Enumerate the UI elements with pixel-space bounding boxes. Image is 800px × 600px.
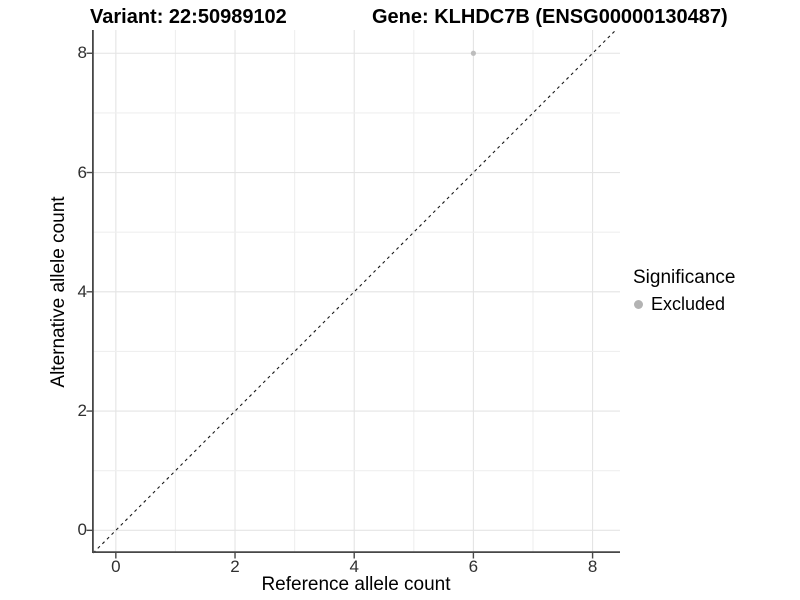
x-tick-label: 6 <box>468 557 479 576</box>
y-tick-label: 2 <box>77 401 87 421</box>
data-point <box>470 50 476 56</box>
x-tick-label: 2 <box>230 557 240 576</box>
y-tick-label: 4 <box>77 281 87 301</box>
legend-item-label: Excluded <box>651 294 726 314</box>
x-tick-label: 0 <box>111 557 121 576</box>
y-tick-label: 8 <box>77 43 87 63</box>
plot-title-gene: Gene: KLHDC7B (ENSG00000130487) <box>372 6 728 28</box>
x-axis-title: Reference allele count <box>261 574 451 595</box>
x-tick-label: 4 <box>349 557 359 576</box>
y-tick-label: 6 <box>77 162 87 182</box>
y-tick-label: 0 <box>77 520 87 540</box>
legend-title: Significance <box>633 267 736 288</box>
x-tick-label: 8 <box>587 557 598 576</box>
legend-item-excluded: Excluded <box>634 294 735 315</box>
legend: Significance Excluded <box>633 267 735 315</box>
scatter-plot-canvas <box>86 29 620 559</box>
y-axis-title: Alternative allele count <box>48 196 69 388</box>
legend-point-swatch-icon <box>634 300 643 309</box>
plot-panel <box>86 29 620 559</box>
plot-title-variant: Variant: 22:50989102 <box>90 6 287 28</box>
